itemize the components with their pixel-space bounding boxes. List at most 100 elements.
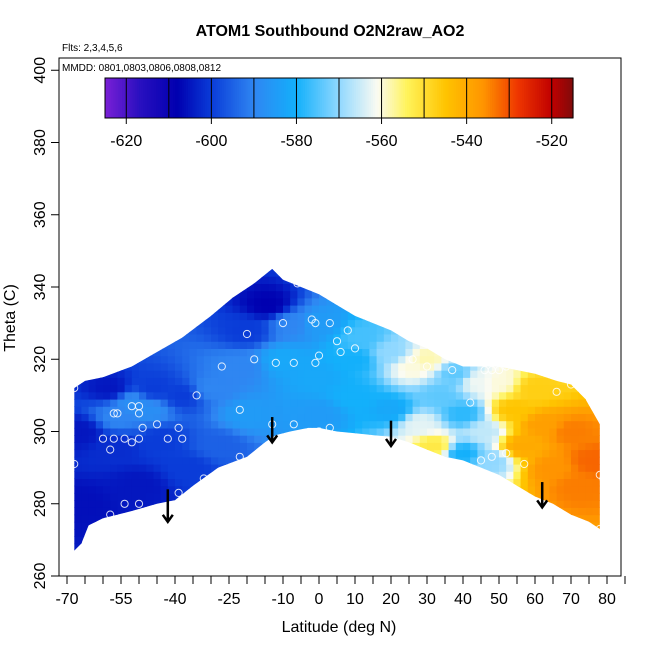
heatmap-cell [153, 456, 162, 465]
heatmap-cell [527, 391, 536, 400]
heatmap-cell [218, 478, 226, 487]
heatmap-cell [117, 297, 126, 306]
heatmap-cell [81, 492, 90, 501]
heatmap-cell [592, 399, 600, 407]
heatmap-cell [340, 406, 349, 414]
colorbar-swatch [460, 78, 463, 118]
observation-point [120, 434, 129, 443]
heatmap-cell [254, 326, 262, 335]
heatmap-cell [261, 377, 270, 386]
heatmap-cell [95, 355, 104, 364]
heatmap-cell [297, 471, 306, 479]
heatmap-cell [383, 362, 392, 371]
heatmap-cell [455, 297, 464, 306]
heatmap-cell [131, 384, 140, 393]
heatmap-cell [513, 290, 522, 299]
heatmap-cell [499, 391, 507, 400]
heatmap-cell [513, 326, 522, 335]
heatmap-cell [153, 391, 162, 400]
heatmap-cell [491, 297, 500, 306]
heatmap-cell [506, 442, 514, 451]
heatmap-cell [427, 442, 435, 451]
heatmap-cell [297, 334, 306, 342]
heatmap-cell [592, 464, 600, 472]
heatmap-cell [427, 326, 435, 335]
heatmap-cell [239, 384, 248, 393]
heatmap-cell [499, 348, 507, 357]
heatmap-cell [427, 290, 435, 299]
heatmap-cell [153, 413, 162, 422]
heatmap-cell [160, 362, 169, 371]
heatmap-cell [506, 543, 514, 551]
heatmap-cell [211, 478, 219, 487]
heatmap-cell [297, 326, 306, 335]
colorbar-swatch [266, 78, 270, 118]
heatmap-cell [499, 305, 507, 313]
heatmap-cell [182, 442, 190, 451]
heatmap-cell [347, 319, 356, 328]
colorbar-gradient [105, 78, 574, 118]
heatmap-cell [362, 471, 370, 479]
heatmap-cell [275, 485, 284, 494]
heatmap-cell [448, 276, 457, 284]
heatmap-cell [563, 464, 572, 472]
heatmap-cell [103, 492, 111, 501]
heatmap-cell [419, 485, 428, 494]
heatmap-cell [412, 543, 421, 551]
heatmap-cell [124, 341, 133, 349]
heatmap-cell [326, 362, 334, 371]
heatmap-cell [434, 370, 442, 378]
heatmap-cell [592, 427, 600, 436]
heatmap-cell [470, 514, 478, 523]
heatmap-cell [225, 521, 234, 530]
heatmap-cell [74, 536, 82, 545]
colorbar-swatch [302, 78, 306, 118]
heatmap-cell [520, 305, 529, 313]
heatmap-cell [268, 377, 277, 386]
heatmap-cell [592, 406, 600, 414]
heatmap-cell [340, 312, 349, 321]
observation-point [314, 427, 324, 436]
heatmap-cell [254, 406, 262, 414]
heatmap-cell [484, 290, 493, 299]
heatmap-cell [340, 384, 349, 393]
heatmap-cell [95, 391, 104, 400]
heatmap-cell [268, 276, 277, 284]
heatmap-cell [527, 485, 536, 494]
heatmap-cell [491, 268, 500, 277]
heatmap-cell [448, 305, 457, 313]
heatmap-cell [463, 478, 471, 487]
heatmap-cell [283, 536, 291, 545]
heatmap-cell [283, 529, 291, 537]
heatmap-cell [491, 305, 500, 313]
heatmap-cell [362, 334, 370, 342]
heatmap-cell [340, 276, 349, 284]
x-tick-label: 20 [382, 591, 400, 608]
heatmap-cell [189, 449, 198, 458]
heatmap-cell [491, 355, 500, 364]
colorbar-swatch [183, 78, 187, 118]
heatmap-cell [470, 485, 478, 494]
heatmap-cell [563, 341, 572, 349]
heatmap-cell [383, 290, 392, 299]
heatmap-cell [463, 355, 471, 364]
heatmap-cell [340, 543, 349, 551]
heatmap-cell [578, 290, 586, 299]
heatmap-cell [477, 312, 486, 321]
heatmap-cell [549, 399, 558, 407]
heatmap-cell [290, 384, 298, 393]
heatmap-cell [412, 334, 421, 342]
heatmap-cell [160, 312, 169, 321]
heatmap-cell [441, 485, 450, 494]
heatmap-cell [74, 312, 82, 321]
observation-point [552, 387, 561, 396]
heatmap-cell [218, 500, 226, 508]
heatmap-cell [203, 464, 212, 472]
colorbar-swatch [475, 78, 478, 118]
heatmap-cell [297, 268, 306, 277]
heatmap-cell [232, 492, 241, 501]
heatmap-cell [88, 456, 97, 465]
heatmap-cell [585, 312, 594, 321]
heatmap-cell [556, 413, 565, 422]
heatmap-cell [254, 362, 262, 371]
